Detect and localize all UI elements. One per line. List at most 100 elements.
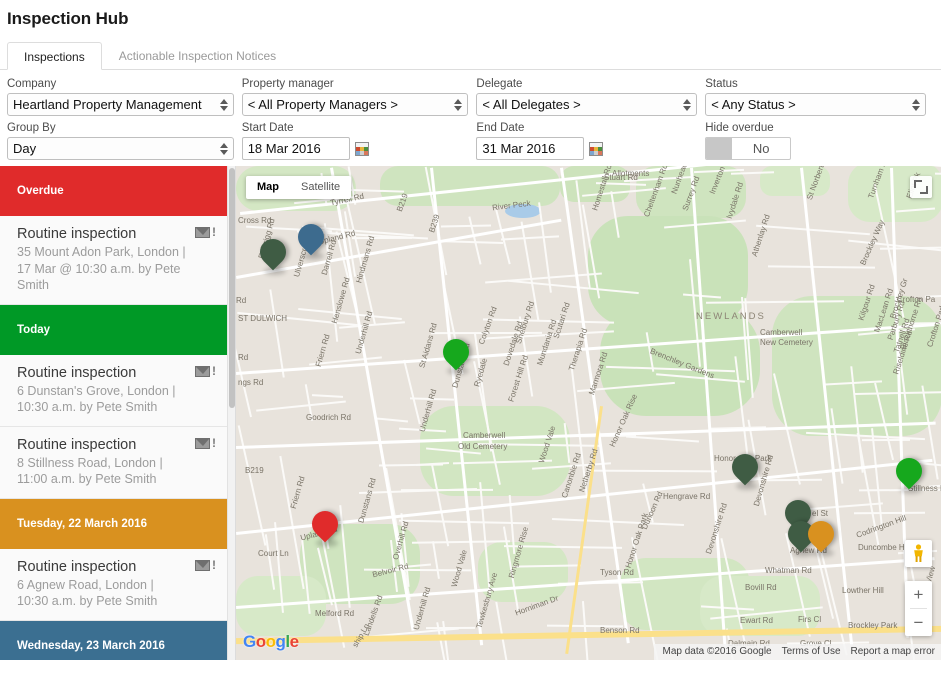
map-street-label: NEWLANDS [696, 311, 766, 322]
map-feature [432, 541, 441, 580]
map-feature [768, 265, 876, 269]
group-header[interactable]: Today [0, 304, 227, 355]
filter-status: Status < Any Status > [705, 78, 934, 116]
google-logo-g2: g [275, 632, 286, 651]
calendar-icon[interactable] [589, 141, 604, 156]
google-logo-e: e [289, 632, 299, 651]
map-feature [398, 519, 529, 525]
google-logo[interactable]: Google [243, 632, 299, 652]
map-feature [756, 224, 871, 236]
filter-hide-overdue-label: Hide overdue [705, 122, 774, 134]
fullscreen-icon[interactable] [910, 176, 932, 198]
tab-inspections[interactable]: Inspections [7, 42, 102, 70]
map-feature [256, 399, 347, 412]
map-street-label: Hengrave Rd [663, 492, 711, 501]
map-feature [505, 204, 541, 218]
map-attribution-bar: Map data ©2016 Google Terms of Use Repor… [654, 644, 941, 660]
report-map-error-link[interactable]: Report a map error [850, 646, 935, 657]
pin-dunstans-grove[interactable] [437, 333, 475, 371]
alert-exclamation-icon: ! [212, 435, 216, 450]
google-logo-o1: o [255, 632, 266, 651]
page-title: Inspection Hub [7, 9, 129, 28]
map-feature [352, 237, 413, 240]
calendar-icon[interactable] [354, 141, 369, 156]
pin-overdue-dark[interactable] [254, 233, 292, 271]
map-canvas[interactable]: Allotments Tyrrell Rd B219 River Peck Stuart… [236, 166, 941, 660]
map-pin-shadow [302, 252, 324, 260]
company-select-value: Heartland Property Management [13, 97, 202, 112]
alert-exclamation-icon: ! [212, 363, 216, 378]
group-header[interactable]: Wednesday, 23 March 2016 [0, 620, 227, 660]
property-manager-select[interactable]: < All Property Managers > [241, 93, 469, 116]
envelope-alert-icon[interactable]: ! [195, 559, 216, 571]
map-street-label: Cross Rd [238, 216, 272, 225]
map-street-label: Camberwell [463, 431, 506, 440]
group-header[interactable]: Overdue [0, 166, 227, 216]
map-feature [586, 469, 717, 473]
sidebar-scrollbar-thumb[interactable] [229, 168, 235, 408]
inspection-list-item[interactable]: Routine inspection 6 Dunstan's Grove, Lon… [0, 354, 227, 427]
map-pin-shadow [792, 549, 814, 557]
map-street-label: Bovill Rd [745, 583, 777, 592]
map-feature [853, 512, 925, 515]
map-type-satellite-button[interactable]: Satellite [301, 181, 341, 193]
filter-start-date-label: Start Date [241, 122, 294, 134]
map-feature [500, 235, 559, 241]
envelope-alert-icon[interactable]: ! [195, 435, 216, 450]
group-header-label: Overdue [17, 185, 64, 197]
delegate-select[interactable]: < All Delegates > [476, 93, 698, 116]
map-data-credit: Map data ©2016 Google [662, 646, 772, 657]
inspection-list: Overdue Routine inspection 35 Mount Adon P… [0, 166, 227, 660]
hide-overdue-toggle[interactable]: No [705, 137, 792, 160]
zoom-in-button[interactable]: + [913, 585, 924, 604]
inspection-list-item[interactable]: Routine inspection 8 Stillness Road, Lond… [0, 426, 227, 499]
map-street-label: Stillness Rd [908, 484, 941, 493]
map-street-label: Ewart Rd [740, 616, 773, 625]
end-date-input[interactable]: 31 Mar 2016 [476, 137, 585, 160]
property-manager-select-value: < All Property Managers > [247, 97, 399, 112]
tab-bar: Inspections Actionable Inspection Notice… [0, 42, 941, 70]
map-feature [625, 435, 699, 443]
inspection-list-item[interactable]: Routine inspection 35 Mount Adon Park, Lo… [0, 216, 227, 305]
zoom-out-button[interactable]: − [913, 613, 924, 632]
start-date-input[interactable]: 18 Mar 2016 [241, 137, 350, 160]
map-street-label: Whatman Rd [765, 566, 812, 575]
map-feature [237, 425, 266, 546]
company-select[interactable]: Heartland Property Management [7, 93, 234, 116]
end-date-wrap: 31 Mar 2016 [476, 137, 697, 160]
map-street-label: Court Ln [258, 549, 289, 558]
inspection-subtitle: 8 Stillness Road, London | 11:00 a.m. by… [17, 455, 163, 487]
group-header[interactable]: Tuesday, 22 March 2016 [0, 498, 227, 549]
map-street-label: Agnew Rd [790, 546, 827, 555]
filter-start-date: Start Date 18 Mar 2016 [241, 122, 477, 160]
inspection-list-item[interactable]: Routine inspection 6 Agnew Road, London |… [0, 548, 227, 621]
pegman-glyph [914, 544, 923, 562]
status-select[interactable]: < Any Status > [705, 93, 926, 116]
map-street-label: Melford Rd [315, 609, 355, 618]
group-by-select[interactable]: Day [7, 137, 234, 160]
tab-actionable-inspection-notices[interactable]: Actionable Inspection Notices [118, 49, 277, 63]
map-feature [441, 224, 491, 228]
map-panel[interactable]: Allotments Tyrrell Rd B219 River Peck Stuart… [235, 166, 941, 660]
map-street-label: Friern Rd [288, 475, 307, 510]
map-pin-shadow [447, 367, 469, 375]
map-feature [312, 394, 344, 399]
terms-of-use-link[interactable]: Terms of Use [781, 646, 841, 657]
envelope-alert-icon[interactable]: ! [195, 226, 216, 238]
map-street-label: St Aidans Rd [417, 322, 439, 369]
envelope-icon [195, 365, 210, 377]
map-feature [538, 202, 553, 293]
map-type-map-button[interactable]: Map [257, 181, 279, 193]
group-header-label: Tuesday, 22 March 2016 [17, 517, 147, 530]
map-street-label: Camberwell [760, 328, 803, 337]
map-street-label: Mundania Rd [535, 318, 559, 367]
map-street-label: Duncombe Hill [858, 543, 911, 552]
sidebar-scrollbar[interactable] [227, 166, 235, 660]
map-pin-shadow [316, 539, 338, 547]
envelope-alert-icon[interactable]: ! [195, 363, 216, 378]
filter-company: Company Heartland Property Management [7, 78, 242, 116]
pegman-streetview-icon[interactable] [905, 540, 932, 567]
filter-end-date: End Date 31 Mar 2016 [476, 122, 705, 160]
map-feature [269, 289, 285, 378]
map-street-label: Old Cemetery [458, 442, 508, 451]
